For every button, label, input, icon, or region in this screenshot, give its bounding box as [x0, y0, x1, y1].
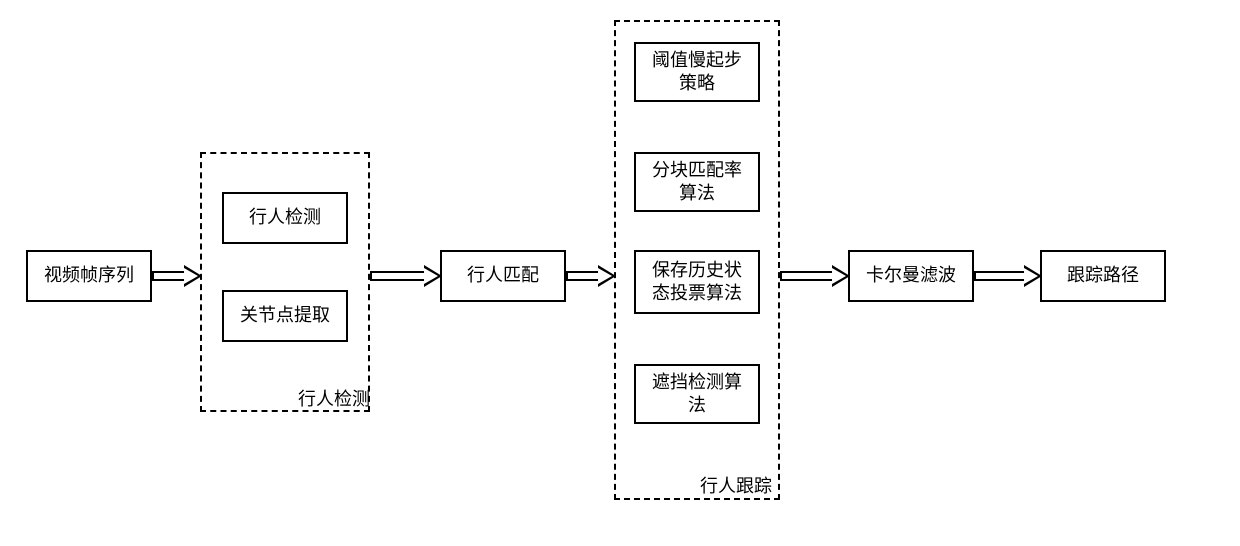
node-n7: 保存历史状态投票算法	[634, 250, 760, 314]
node-n2: 行人检测	[222, 192, 348, 244]
group-label-g2: 行人跟踪	[700, 472, 772, 498]
flowchart-canvas: 行人检测行人跟踪视频帧序列行人检测关节点提取行人匹配阈值慢起步策略分块匹配率算法…	[0, 0, 1240, 546]
node-n5: 阈值慢起步策略	[634, 42, 760, 102]
node-n10: 跟踪路径	[1040, 250, 1166, 302]
node-n6: 分块匹配率算法	[634, 152, 760, 212]
node-n4: 行人匹配	[440, 250, 566, 302]
group-g1	[200, 152, 370, 412]
node-n1: 视频帧序列	[26, 250, 152, 302]
node-n9: 卡尔曼滤波	[848, 250, 974, 302]
node-n8: 遮挡检测算法	[634, 364, 760, 424]
group-label-g1: 行人检测	[298, 385, 370, 411]
node-n3: 关节点提取	[222, 290, 348, 342]
